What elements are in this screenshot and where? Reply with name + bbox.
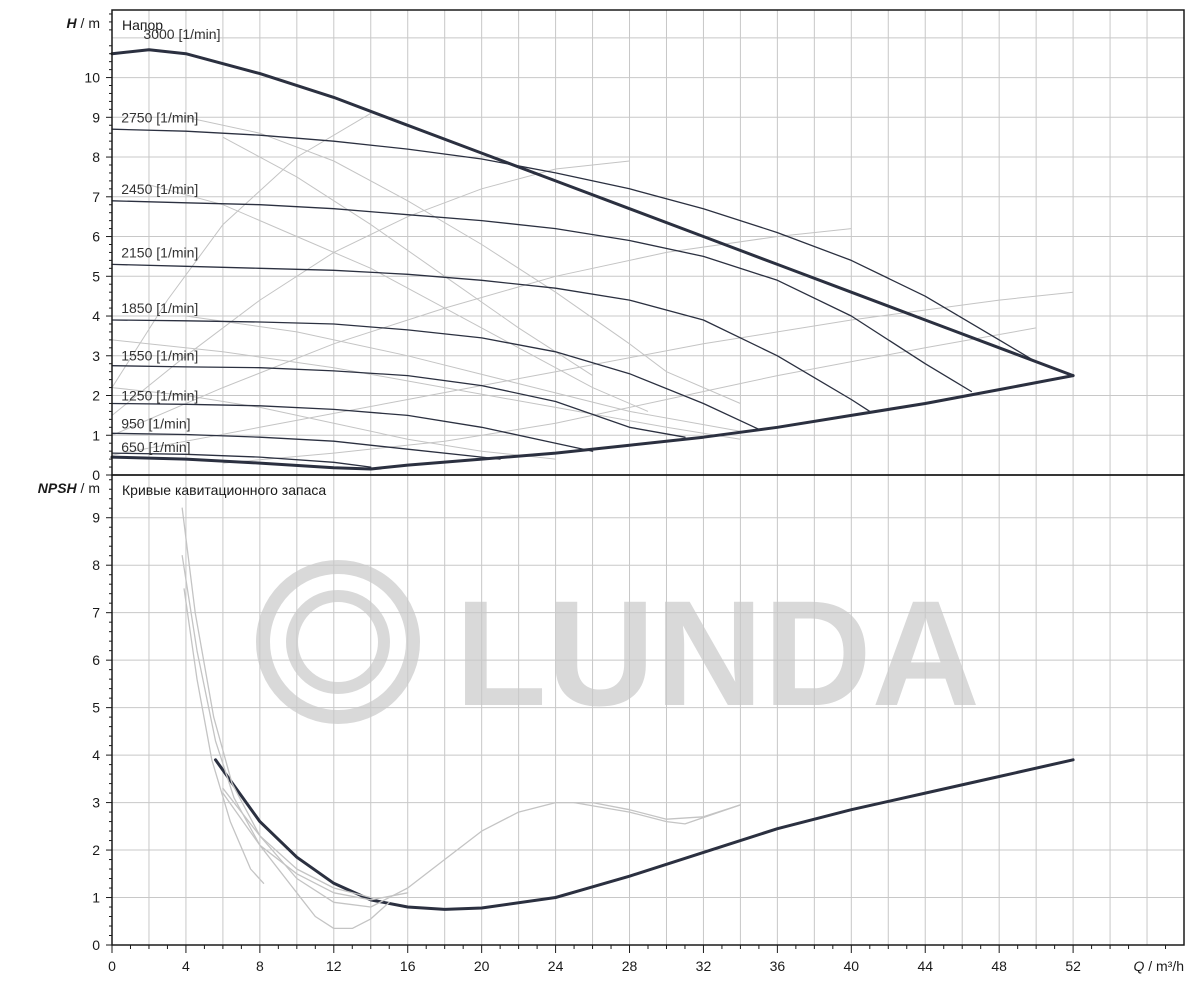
npsh-y-axis-unit: / m [77,480,100,496]
watermark-text: LUNDA [455,569,980,737]
frame-layer [106,9,1185,953]
efficiency-line-3 [111,160,630,416]
x-tick-label: 52 [1065,958,1081,974]
head-y-tick-label: 9 [92,109,100,125]
head-y-tick-label: 1 [92,427,100,443]
npsh-y-tick-label: 7 [92,605,100,621]
npsh-y-tick-label: 5 [92,700,100,716]
speed-label-3000: 3000 [1/min] [143,26,220,42]
efficiency-line-9 [111,387,556,460]
watermark: LUNDA [256,560,980,737]
x-tick-label: 36 [770,958,786,974]
efficiency-line-5 [185,116,741,404]
npsh-main-curve [214,758,1075,911]
efficiency-line-1 [111,291,1074,456]
npsh-thin-curve-6 [573,801,742,825]
npsh-thin-curve-5 [222,792,409,901]
head-curve-2450 [111,200,973,393]
x-tick-label: 40 [844,958,860,974]
speed-label-1250: 1250 [1/min] [121,387,198,403]
head-curve-1550 [111,365,686,438]
head-y-tick-label: 6 [92,229,100,245]
x-tick-label: 24 [548,958,564,974]
npsh-y-tick-label: 8 [92,557,100,573]
head-envelope-3000 [110,48,1075,378]
head-curve-2150 [111,263,871,413]
npsh-y-tick-label: 1 [92,890,100,906]
head-plot-frame [111,9,1185,476]
head-y-tick-label: 7 [92,189,100,205]
npsh-thin-curve-2 [181,555,390,930]
x-axis-label: Q / m³/h [1133,958,1184,974]
x-tick-label: 0 [108,958,116,974]
npsh-thin-curve-1 [181,507,742,908]
npsh-y-tick-label: 0 [92,937,100,953]
npsh-y-tick-label: 3 [92,795,100,811]
head-y-tick-label: 8 [92,149,100,165]
npsh-y-tick-label: 6 [92,652,100,668]
head-y-axis-unit: / m [77,15,100,31]
speed-label-1550: 1550 [1/min] [121,348,198,364]
efficiency-line-4 [111,112,372,388]
head-y-tick-label: 5 [92,268,100,284]
head-curve-650 [111,452,372,468]
head-curve-950 [111,432,501,460]
head-envelope-min [110,374,1075,471]
efficiency-line-11 [222,327,1037,464]
head-curve-2750 [111,128,1034,361]
watermark-logo-outer-ring [256,560,420,724]
grid-layer [112,10,1184,945]
head-y-axis-label: H / m [67,15,100,31]
x-tick-label: 12 [326,958,342,974]
npsh-thin-curve-4 [222,787,372,899]
speed-label-950: 950 [1/min] [121,415,190,431]
npsh-y-axis-label: NPSH / m [38,480,100,496]
efficiency-line-6 [148,184,649,412]
head-curve-1250 [111,402,594,452]
npsh-y-axis-symbol: NPSH [38,480,78,496]
efficiency-line-2 [111,228,852,436]
npsh-y-tick-label: 9 [92,510,100,526]
speed-label-650: 650 [1/min] [121,439,190,455]
head-y-tick-label: 0 [92,467,100,483]
efficiency-line-8 [111,339,741,440]
watermark-logo-inner-ring [286,590,390,694]
head-y-tick-label: 10 [84,70,100,86]
x-tick-label: 48 [991,958,1007,974]
head-y-axis-symbol: H [67,15,78,31]
efficiency-line-10 [185,315,741,432]
x-tick-label: 20 [474,958,490,974]
head-curve-1850 [111,319,760,430]
speed-label-2450: 2450 [1/min] [121,181,198,197]
head-panel-title: Напор [122,17,163,33]
npsh-y-tick-label: 4 [92,747,100,763]
head-y-tick-label: 4 [92,308,100,324]
x-tick-label: 8 [256,958,264,974]
speed-label-1850: 1850 [1/min] [121,300,198,316]
head-y-tick-label: 2 [92,388,100,404]
npsh-thin-curve-3 [183,588,265,884]
speed-label-2150: 2150 [1/min] [121,244,198,260]
x-tick-label: 16 [400,958,416,974]
npsh-y-tick-label: 2 [92,842,100,858]
x-axis-symbol: Q [1133,958,1144,974]
x-axis-unit: / m³/h [1144,958,1184,974]
x-tick-label: 32 [696,958,712,974]
efficiency-line-7 [222,136,593,377]
head-y-tick-label: 3 [92,348,100,364]
x-tick-label: 4 [182,958,190,974]
npsh-panel-title: Кривые кавитационного запаса [122,482,326,498]
curve-layer [110,48,1075,930]
x-tick-label: 44 [917,958,933,974]
speed-label-2750: 2750 [1/min] [121,109,198,125]
x-tick-label: 28 [622,958,638,974]
